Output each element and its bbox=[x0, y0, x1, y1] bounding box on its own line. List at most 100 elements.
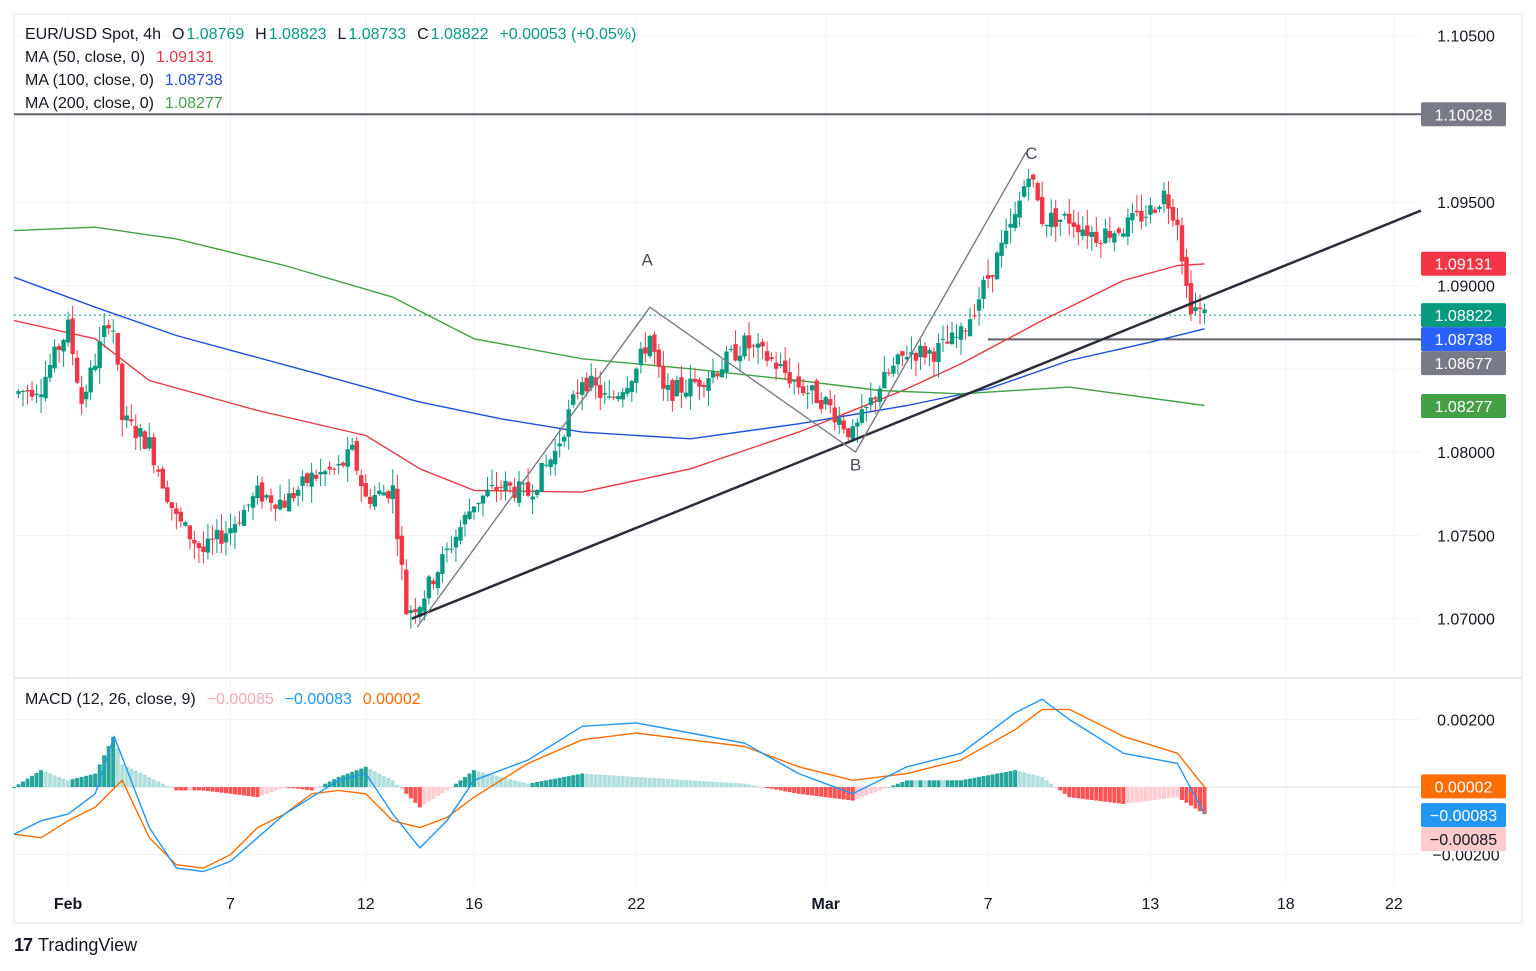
macd-histogram-bar bbox=[192, 787, 197, 791]
macd-histogram-bar bbox=[377, 773, 382, 788]
candle-body bbox=[458, 527, 463, 541]
candle-body bbox=[440, 554, 445, 575]
candle-body bbox=[521, 483, 526, 485]
candle-body bbox=[819, 400, 824, 409]
price-tag-bg bbox=[1421, 351, 1506, 376]
ma50-line bbox=[13, 263, 1205, 493]
macd-histogram-bar bbox=[521, 782, 526, 788]
candle-body bbox=[580, 382, 585, 395]
candle-body bbox=[805, 392, 810, 394]
macd-histogram-bar bbox=[205, 787, 210, 792]
candle-body bbox=[796, 376, 801, 388]
candle-body bbox=[390, 485, 396, 500]
macd-histogram-bar bbox=[832, 787, 837, 799]
macd-histogram-bar bbox=[629, 776, 634, 788]
macd-histogram-bar bbox=[535, 782, 540, 788]
candle-body bbox=[47, 365, 53, 378]
macd-histogram-bar bbox=[341, 775, 346, 788]
macd-histogram-bar bbox=[48, 773, 53, 788]
candle-body bbox=[1039, 197, 1045, 225]
macd-histogram-bar bbox=[1022, 772, 1027, 788]
macd-histogram-bar bbox=[963, 779, 968, 788]
macd-hist-value: −0.00085 bbox=[206, 691, 274, 708]
ma50-legend[interactable]: MA (50, close, 0) 1.09131 bbox=[25, 49, 216, 67]
candle-body bbox=[859, 409, 865, 423]
candle-body bbox=[990, 275, 995, 277]
macd-histogram-bar bbox=[1198, 787, 1203, 812]
macd-histogram-bar bbox=[16, 784, 21, 788]
candle-body bbox=[259, 482, 265, 502]
macd-histogram-bar bbox=[219, 787, 224, 793]
x-tick-label: 12 bbox=[357, 896, 375, 913]
macd-histogram-bar bbox=[1094, 787, 1099, 801]
macd-histogram-bar bbox=[269, 787, 274, 793]
macd-histogram-bar bbox=[945, 780, 950, 788]
candle-body bbox=[408, 610, 414, 613]
candle-body bbox=[395, 488, 400, 540]
candle-body bbox=[760, 341, 765, 347]
support-trendline[interactable] bbox=[411, 209, 1422, 620]
macd-histogram-bar bbox=[399, 787, 404, 790]
candle-body bbox=[999, 242, 1004, 256]
macd-histogram-bar bbox=[323, 783, 328, 788]
macd-histogram-bar bbox=[1157, 787, 1162, 800]
macd-histogram-bar bbox=[697, 780, 702, 788]
macd-histogram-bar bbox=[1089, 787, 1094, 801]
macd-histogram-bar bbox=[760, 787, 765, 789]
candle-body bbox=[268, 495, 274, 503]
macd-line-value: −0.00083 bbox=[284, 691, 352, 708]
macd-histogram-bar bbox=[652, 778, 657, 788]
candle-body bbox=[106, 324, 111, 329]
candle-body bbox=[313, 474, 319, 479]
macd-histogram-bar bbox=[724, 782, 729, 788]
y-tick-label: 1.09500 bbox=[1437, 195, 1495, 212]
macd-histogram-bar bbox=[296, 787, 301, 789]
high-label: H bbox=[255, 26, 267, 43]
candle-body bbox=[16, 391, 21, 394]
macd-legend[interactable]: MACD (12, 26, close, 9) −0.00085 −0.0008… bbox=[25, 691, 423, 709]
candle-body bbox=[1175, 219, 1180, 226]
low-value: 1.08733 bbox=[348, 26, 407, 43]
y-tick-label: 1.07000 bbox=[1437, 612, 1495, 629]
macd-histogram-bar bbox=[913, 780, 918, 788]
candle-body bbox=[683, 392, 689, 397]
candle-body bbox=[1003, 230, 1009, 245]
candle-body bbox=[232, 524, 238, 533]
macd-histogram-bar bbox=[88, 774, 93, 788]
candle-body bbox=[737, 355, 743, 362]
candle-body bbox=[652, 334, 657, 352]
macd-histogram-bar bbox=[940, 780, 945, 788]
macd-histogram-bar bbox=[769, 787, 774, 789]
macd-histogram-bar bbox=[814, 787, 819, 797]
macd-histogram-bar bbox=[350, 771, 355, 788]
macd-histogram-bar bbox=[571, 775, 576, 788]
price-tag-bg bbox=[1421, 327, 1506, 352]
candle-body bbox=[1197, 307, 1203, 310]
abc-wave-path bbox=[416, 151, 1027, 628]
macd-histogram-bar bbox=[580, 773, 585, 788]
candle-body bbox=[1179, 225, 1185, 262]
candle-body bbox=[778, 364, 783, 366]
candle-body bbox=[444, 548, 450, 551]
candle-body bbox=[1017, 200, 1022, 218]
candle-body bbox=[241, 509, 247, 526]
macd-histogram-bar bbox=[481, 772, 485, 788]
candle-body bbox=[1166, 194, 1171, 209]
ma100-legend[interactable]: MA (100, close, 0) 1.08738 bbox=[25, 72, 225, 90]
ma200-legend[interactable]: MA (200, close, 0) 1.08277 bbox=[25, 95, 225, 113]
macd-histogram-bar bbox=[453, 783, 458, 788]
macd-histogram-bar bbox=[508, 779, 513, 788]
candle-body bbox=[1030, 174, 1036, 180]
candle-body bbox=[1062, 213, 1067, 216]
macd-histogram-bar bbox=[196, 787, 201, 791]
tradingview-brand[interactable]: 17 TradingView bbox=[14, 935, 137, 956]
ma200-line bbox=[13, 226, 1205, 407]
candle-body bbox=[485, 489, 490, 497]
macd-histogram-bar bbox=[97, 764, 102, 788]
candle-body bbox=[65, 319, 71, 343]
candle-body bbox=[399, 535, 405, 565]
candle-body bbox=[1161, 190, 1167, 205]
candle-body bbox=[674, 379, 680, 397]
candle-body bbox=[1157, 206, 1162, 210]
